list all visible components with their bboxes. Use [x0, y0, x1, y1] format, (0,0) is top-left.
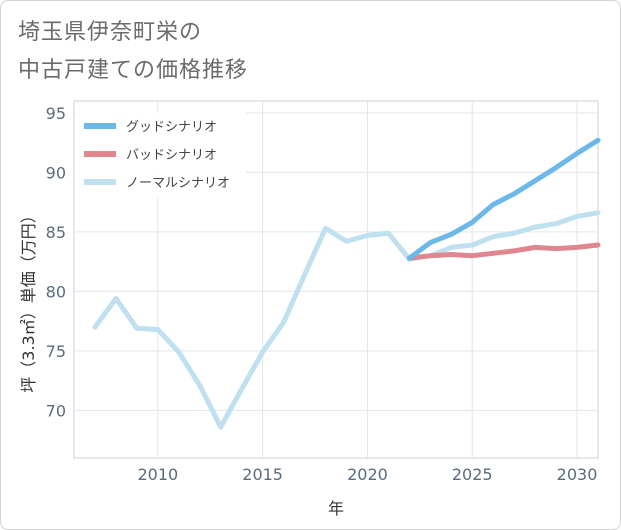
y-tick-80: 80	[46, 282, 66, 301]
chart-title-line1: 埼玉県伊奈町栄の	[18, 20, 203, 45]
x-axis-label: 年	[328, 499, 344, 518]
legend-label-2: バッドシナリオ	[126, 148, 217, 163]
y-tick-90: 90	[46, 163, 66, 182]
x-tick-2030: 2030	[557, 465, 598, 484]
y-tick-75: 75	[46, 342, 66, 361]
y-tick-95: 95	[46, 104, 66, 123]
x-tick-2020: 2020	[347, 465, 388, 484]
y-tick-70: 70	[46, 401, 66, 420]
x-tick-2015: 2015	[242, 465, 283, 484]
grid-lines	[74, 101, 598, 458]
series-line-2	[406, 242, 601, 261]
x-tick-2010: 2010	[137, 465, 178, 484]
series-line-3	[92, 210, 601, 430]
y-axis-label: 坪（3.3㎡）単価（万円）	[19, 207, 38, 392]
legend-label-1: グッドシナリオ	[126, 120, 217, 135]
tick-labels: 2010 2015 2020 2025 2030 70 75 80 85 90 95	[46, 104, 598, 484]
chart-title: 埼玉県伊奈町栄の 中古戸建ての価格推移	[18, 14, 248, 90]
y-tick-85: 85	[46, 223, 66, 242]
x-tick-2025: 2025	[452, 465, 493, 484]
series-lines	[92, 137, 601, 430]
series-line-1	[406, 137, 601, 261]
chart-title-line2: 中古戸建ての価格推移	[18, 58, 249, 83]
legend-label-3: ノーマルシナリオ	[126, 176, 230, 191]
